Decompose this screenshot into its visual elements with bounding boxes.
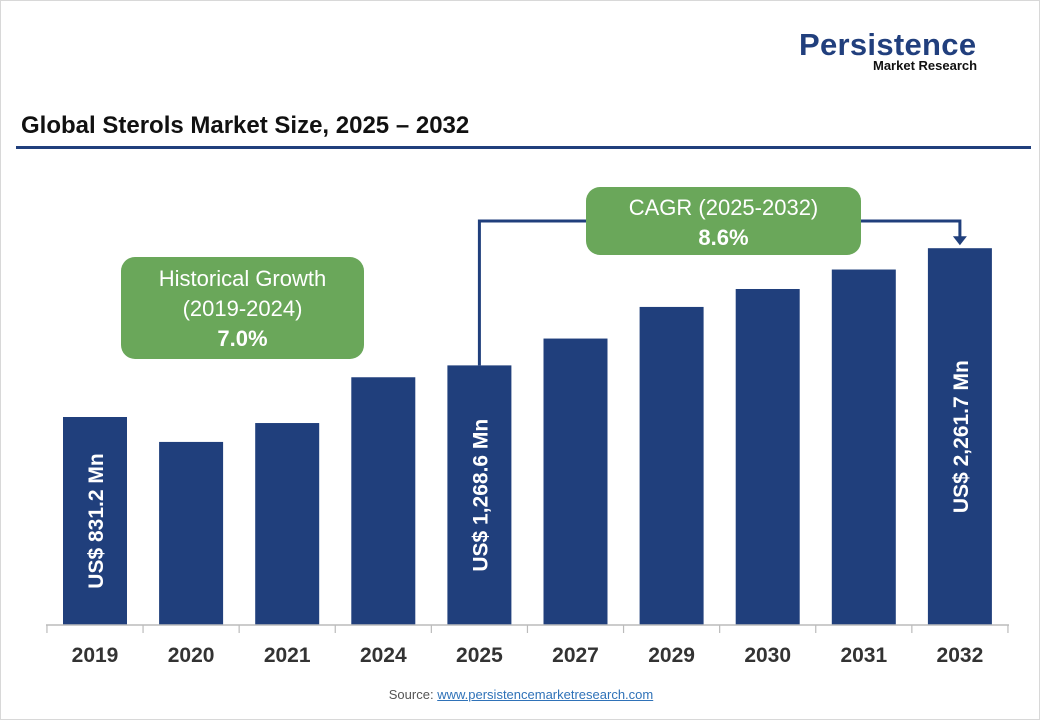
historical-growth-value: 7.0% bbox=[217, 326, 268, 351]
x-tick-label-2019: 2019 bbox=[72, 644, 119, 667]
bar-2025 bbox=[447, 365, 512, 625]
x-tick-label-2027: 2027 bbox=[552, 644, 599, 667]
x-tick-label-2025: 2025 bbox=[456, 644, 503, 667]
x-tick-label-2032: 2032 bbox=[937, 644, 984, 667]
cagr-connector-right bbox=[861, 219, 962, 239]
x-tick-label-2031: 2031 bbox=[840, 644, 887, 667]
bar-2021 bbox=[255, 423, 320, 625]
cagr-label: CAGR (2025-2032) bbox=[628, 195, 819, 220]
x-tick-label-2020: 2020 bbox=[168, 644, 215, 667]
logo-persistence: Persistence bbox=[799, 27, 977, 62]
bar-2020 bbox=[159, 441, 224, 625]
bar-2024 bbox=[351, 377, 416, 625]
bar-2031 bbox=[831, 269, 896, 625]
chart-title: Global Sterols Market Size, 2025 – 2032 bbox=[21, 112, 470, 139]
title-underline bbox=[16, 146, 1031, 149]
cagr-connector-left bbox=[477, 219, 586, 366]
historical-growth-label: Historical Growth bbox=[158, 266, 327, 291]
x-tick-label-2030: 2030 bbox=[744, 644, 791, 667]
cagr-value: 8.6% bbox=[698, 225, 749, 250]
bar-2027 bbox=[543, 338, 608, 625]
data-label-2019: US$ 831.2 Mn bbox=[85, 453, 108, 588]
source-label: Source: bbox=[388, 687, 434, 702]
source-note: Source: www.persistencemarketresearch.co… bbox=[1, 687, 1039, 702]
bar-2019 bbox=[63, 417, 127, 625]
x-tick-label-2029: 2029 bbox=[648, 644, 695, 667]
bar-2032 bbox=[927, 248, 992, 626]
logo-market-research: Market Research bbox=[873, 58, 978, 73]
data-label-2025: US$ 1,268.6 Mn bbox=[469, 419, 492, 572]
data-label-2032: US$ 2,261.7 Mn bbox=[950, 360, 973, 513]
arrow-down-icon bbox=[952, 236, 967, 246]
bar-2030 bbox=[735, 288, 800, 625]
x-tick-label-2024: 2024 bbox=[360, 644, 407, 667]
cagr-box: CAGR (2025-2032) 8.6% bbox=[586, 187, 861, 255]
historical-growth-period: (2019-2024) bbox=[182, 296, 303, 321]
historical-growth-box: Historical Growth (2019-2024) 7.0% bbox=[121, 257, 364, 359]
source-link[interactable]: www.persistencemarketresearch.com bbox=[437, 687, 654, 702]
x-tick-label-2021: 2021 bbox=[264, 644, 311, 667]
bar-2029 bbox=[639, 306, 704, 625]
